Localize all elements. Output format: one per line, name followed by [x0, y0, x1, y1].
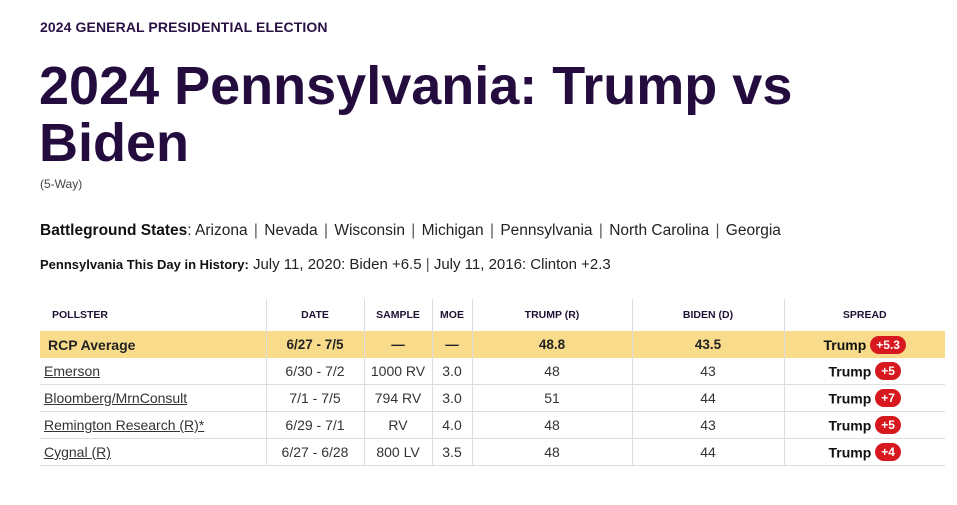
biden-cell: 44 — [632, 384, 785, 412]
state-link-north-carolina[interactable]: North Carolina — [609, 222, 710, 239]
moe-cell: — — [432, 331, 473, 358]
spread-cell: Trump +5.3 — [784, 331, 945, 358]
spread-candidate: Trump — [823, 336, 867, 353]
page-subtitle: (5-Way) — [40, 177, 83, 191]
date-cell: 6/27 - 6/28 — [266, 438, 365, 466]
date-cell: 7/1 - 7/5 — [266, 384, 365, 412]
spread-cell: Trump +5 — [784, 411, 945, 439]
trump-cell: 48 — [472, 411, 633, 439]
biden-cell: 43.5 — [632, 331, 785, 358]
history-label: Pennsylvania This Day in History: — [40, 257, 249, 272]
sample-cell: 800 LV — [364, 438, 433, 466]
separator: | — [425, 256, 430, 273]
battleground-colon: : — [187, 222, 192, 239]
spread-badge: +5.3 — [870, 335, 906, 354]
trump-cell: 48 — [472, 358, 633, 385]
date-cell: 6/30 - 7/2 — [266, 358, 365, 385]
spread-cell: Trump +5 — [784, 358, 945, 385]
state-link-michigan[interactable]: Michigan — [421, 222, 484, 239]
rcp-average-row: RCP Average 6/27 - 7/5 — — 48.8 43.5 Tru… — [40, 331, 945, 358]
spread-badge: +4 — [875, 443, 901, 462]
column-header-biden[interactable]: BIDEN (D) — [632, 299, 785, 331]
biden-cell: 44 — [632, 438, 785, 466]
column-header-trump[interactable]: TRUMP (R) — [472, 299, 633, 331]
spread-candidate: Trump — [828, 363, 872, 380]
state-link-nevada[interactable]: Nevada — [264, 222, 318, 239]
biden-cell: 43 — [632, 411, 785, 439]
state-link-wisconsin[interactable]: Wisconsin — [334, 222, 405, 239]
battleground-states: Battleground States: Arizona | Nevada | … — [40, 222, 781, 240]
date-cell: 6/29 - 7/1 — [266, 411, 365, 439]
column-header-date[interactable]: DATE — [266, 299, 365, 331]
column-header-sample[interactable]: SAMPLE — [364, 299, 433, 331]
separator: | — [411, 222, 416, 239]
table-row: Remington Research (R)* 6/29 - 7/1 RV 4.… — [40, 411, 945, 439]
trump-cell: 48 — [472, 438, 633, 466]
separator: | — [253, 222, 258, 239]
spread-cell: Trump +7 — [784, 384, 945, 412]
table-row: Emerson 6/30 - 7/2 1000 RV 3.0 48 43 Tru… — [40, 358, 945, 385]
column-header-moe[interactable]: MOE — [432, 299, 473, 331]
pollster-cell: Emerson — [40, 358, 267, 385]
polls-table: POLLSTER DATE SAMPLE MOE TRUMP (R) BIDEN… — [40, 299, 945, 466]
moe-cell: 3.0 — [432, 358, 473, 385]
table-row: Bloomberg/MrnConsult 7/1 - 7/5 794 RV 3.… — [40, 384, 945, 412]
moe-cell: 3.0 — [432, 384, 473, 412]
spread-cell: Trump +4 — [784, 438, 945, 466]
pollster-link-bloomberg-mrnconsult[interactable]: Bloomberg/MrnConsult — [44, 390, 188, 406]
column-header-pollster[interactable]: POLLSTER — [40, 299, 267, 331]
battleground-label: Battleground States — [40, 222, 188, 239]
table-row: Cygnal (R) 6/27 - 6/28 800 LV 3.5 48 44 … — [40, 438, 945, 466]
spread-candidate: Trump — [828, 444, 872, 461]
pollster-link-emerson[interactable]: Emerson — [44, 363, 101, 379]
trump-cell: 48.8 — [472, 331, 633, 358]
pollster-cell: RCP Average — [40, 331, 267, 358]
separator: | — [489, 222, 495, 239]
spread-badge: +7 — [875, 389, 901, 408]
state-link-arizona[interactable]: Arizona — [195, 222, 248, 239]
trump-cell: 51 — [472, 384, 633, 412]
pollster-cell: Bloomberg/MrnConsult — [40, 384, 267, 412]
pollster-link-cygnal[interactable]: Cygnal (R) — [44, 444, 111, 460]
section-eyebrow: 2024 GENERAL PRESIDENTIAL ELECTION — [40, 19, 328, 35]
spread-candidate: Trump — [828, 390, 872, 407]
table-header-row: POLLSTER DATE SAMPLE MOE TRUMP (R) BIDEN… — [40, 299, 945, 331]
state-link-georgia[interactable]: Georgia — [725, 222, 781, 239]
date-cell: 6/27 - 7/5 — [266, 331, 365, 358]
spread-badge: +5 — [875, 416, 901, 435]
history-item: July 11, 2016: Clinton +2.3 — [433, 256, 611, 273]
spread-candidate: Trump — [828, 417, 872, 434]
sample-cell: RV — [364, 411, 433, 439]
page-title: 2024 Pennsylvania: Trump vs Biden — [39, 56, 793, 173]
this-day-in-history: Pennsylvania This Day in History: July 1… — [40, 256, 611, 273]
sample-cell: — — [364, 331, 433, 358]
pollster-link-remington-research[interactable]: Remington Research (R)* — [44, 417, 205, 433]
separator: | — [715, 222, 720, 239]
moe-cell: 3.5 — [432, 438, 473, 466]
sample-cell: 1000 RV — [364, 358, 433, 385]
pollster-cell: Remington Research (R)* — [40, 411, 267, 439]
state-link-pennsylvania[interactable]: Pennsylvania — [500, 222, 593, 239]
biden-cell: 43 — [632, 358, 785, 385]
history-item: July 11, 2020: Biden +6.5 — [252, 256, 422, 273]
separator: | — [598, 222, 603, 239]
sample-cell: 794 RV — [364, 384, 433, 412]
spread-badge: +5 — [875, 362, 901, 381]
pollster-cell: Cygnal (R) — [40, 438, 267, 466]
column-header-spread[interactable]: SPREAD — [842, 309, 887, 321]
moe-cell: 4.0 — [432, 411, 473, 439]
separator: | — [324, 222, 329, 239]
